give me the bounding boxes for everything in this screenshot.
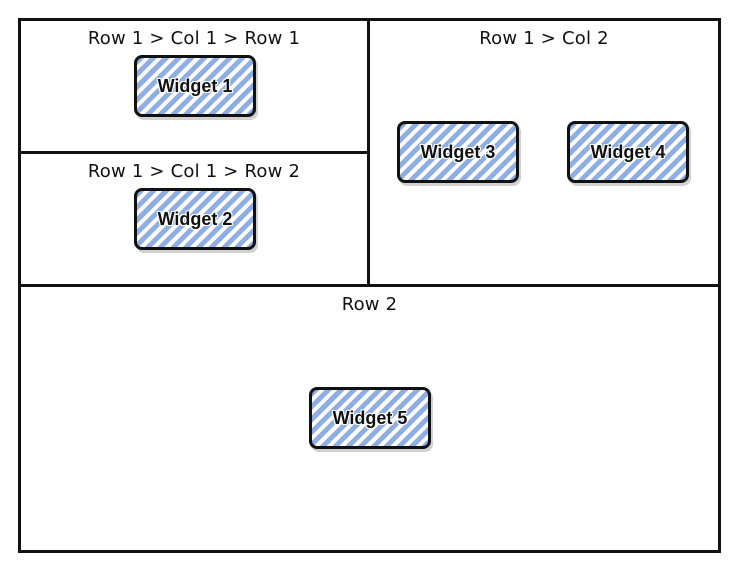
widget-3[interactable]: Widget 3 (397, 121, 519, 183)
widget-1-label: Widget 1 (157, 75, 233, 96)
widget-1[interactable]: Widget 1 (134, 55, 256, 117)
widget-2[interactable]: Widget 2 (134, 188, 256, 250)
widget-5[interactable]: Widget 5 (309, 387, 431, 449)
panel-title-row2: Row 2 (341, 294, 398, 315)
widget-4-label: Widget 4 (590, 141, 666, 162)
widget-4[interactable]: Widget 4 (567, 121, 689, 183)
panel-title-row1-col1-row1: Row 1 > Col 1 > Row 1 (87, 28, 301, 49)
panel-row2: Row 2 (18, 284, 721, 553)
panel-title-row1-col1-row2: Row 1 > Col 1 > Row 2 (87, 161, 301, 182)
widget-3-label: Widget 3 (420, 141, 496, 162)
widget-2-label: Widget 2 (157, 208, 233, 229)
panel-title-row1-col2: Row 1 > Col 2 (479, 28, 609, 49)
widget-5-label: Widget 5 (332, 407, 408, 428)
